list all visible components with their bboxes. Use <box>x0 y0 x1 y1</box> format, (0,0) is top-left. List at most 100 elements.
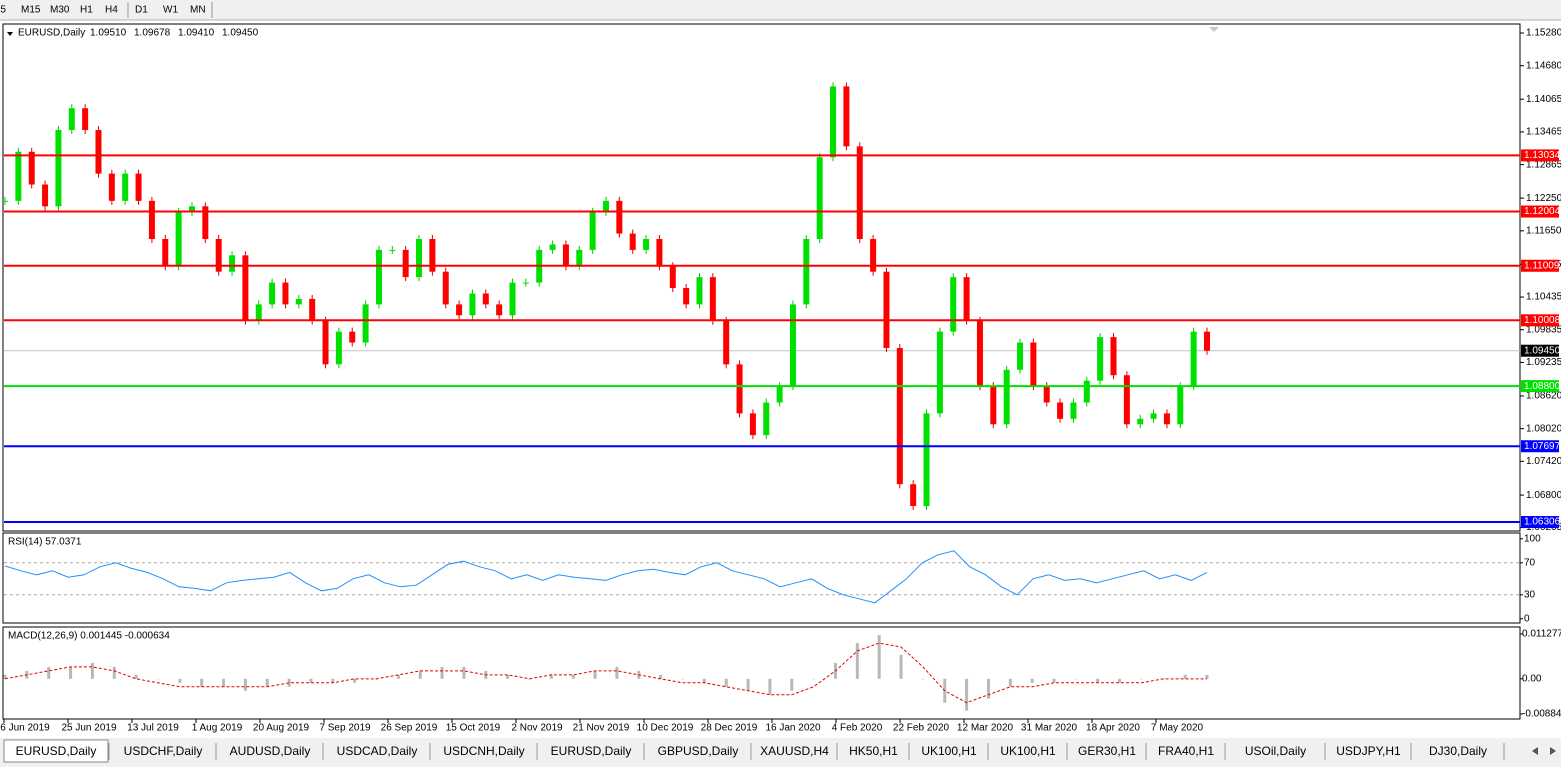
tab-label[interactable]: EURUSD,Daily <box>551 744 632 758</box>
candle <box>669 266 676 289</box>
tab[interactable] <box>218 740 322 762</box>
tab-label[interactable]: DJ30,Daily <box>1429 744 1487 758</box>
tab-label[interactable]: USDCNH,Daily <box>443 744 524 758</box>
candle <box>843 86 850 147</box>
candle <box>469 293 476 316</box>
date-label: 2 Nov 2019 <box>511 723 563 734</box>
macd-bar <box>69 666 73 679</box>
candle <box>870 238 877 272</box>
candle <box>1204 331 1210 351</box>
tab[interactable] <box>1327 740 1410 762</box>
candle <box>709 277 716 321</box>
tab-scroll-left[interactable] <box>1532 747 1538 755</box>
date-label: 15 Oct 2019 <box>446 723 501 734</box>
tab-label[interactable]: FRA40,H1 <box>1158 744 1214 758</box>
candle <box>723 320 730 365</box>
macd-bar <box>724 678 728 687</box>
tab-label[interactable]: USDCAD,Daily <box>337 744 418 758</box>
candle <box>148 200 155 239</box>
candle <box>923 413 930 507</box>
tab-label[interactable]: UK100,H1 <box>921 744 977 758</box>
timeframe-button[interactable]: M5 <box>0 5 6 16</box>
date-label: 7 Sep 2019 <box>319 723 371 734</box>
candle <box>82 108 89 131</box>
tab[interactable] <box>111 740 215 762</box>
candle <box>629 233 636 250</box>
tab[interactable] <box>990 740 1066 762</box>
price-label: 1.14065 <box>1526 94 1561 105</box>
candle <box>55 130 62 207</box>
date-label: 31 Mar 2020 <box>1021 723 1078 734</box>
timeframe-button[interactable]: MN <box>190 5 206 16</box>
tab[interactable] <box>753 740 836 762</box>
date-label: 20 Aug 2019 <box>253 723 310 734</box>
candle <box>1190 331 1197 387</box>
macd-bar <box>746 678 750 691</box>
candle <box>816 157 823 239</box>
candle <box>830 86 837 158</box>
tab-label[interactable]: USDJPY,H1 <box>1336 744 1401 758</box>
timeframe-button[interactable]: M15 <box>21 5 41 16</box>
tab[interactable] <box>1069 740 1145 762</box>
date-label: 21 Nov 2019 <box>573 723 630 734</box>
macd-bar <box>331 678 335 683</box>
date-label: 13 Jul 2019 <box>127 723 179 734</box>
tab[interactable] <box>325 740 429 762</box>
macd-bar <box>812 678 816 680</box>
tab[interactable] <box>911 740 987 762</box>
tab-label[interactable]: AUDUSD,Daily <box>230 744 311 758</box>
macd-tick-label: 0.00 <box>1522 673 1542 684</box>
tab-label[interactable]: UK100,H1 <box>1000 744 1056 758</box>
macd-bar <box>134 674 138 679</box>
tab[interactable] <box>839 740 908 762</box>
macd-bar <box>178 678 182 683</box>
price-label: 1.07420 <box>1526 456 1561 467</box>
tab-scroll-right[interactable] <box>1550 747 1556 755</box>
macd-bar <box>112 666 116 679</box>
candle <box>416 238 423 278</box>
tab-label[interactable]: HK50,H1 <box>849 744 898 758</box>
tab[interactable] <box>432 740 536 762</box>
macd-signal <box>4 642 1207 704</box>
timeframe-button[interactable]: W1 <box>163 5 178 16</box>
macd-bar <box>549 674 553 679</box>
macd-bar <box>90 662 94 679</box>
menu-arrow[interactable] <box>7 32 13 36</box>
tab[interactable] <box>646 740 750 762</box>
timeframe-button[interactable]: H1 <box>80 5 93 16</box>
candle <box>122 173 129 201</box>
price-label: 1.15280 <box>1526 28 1561 39</box>
candle <box>429 238 436 272</box>
tab[interactable] <box>1148 740 1224 762</box>
macd-tick-label: -0.008845 <box>1522 709 1561 720</box>
tab-label[interactable]: USOil,Daily <box>1245 744 1306 758</box>
candle <box>776 386 783 403</box>
tab[interactable] <box>539 740 643 762</box>
tab[interactable] <box>3 739 109 763</box>
timeframe-button[interactable]: M30 <box>50 5 70 16</box>
candle <box>576 249 583 267</box>
candle <box>963 277 970 321</box>
tab-label[interactable]: GBPUSD,Daily <box>658 744 739 758</box>
timeframe-button[interactable]: D1 <box>135 5 148 16</box>
timeframe-button[interactable]: H4 <box>105 5 118 16</box>
date-label: 26 Sep 2019 <box>381 723 438 734</box>
level-label: 1.11009 <box>1524 260 1560 271</box>
candle <box>282 282 289 305</box>
current-price-label: 1.09450 <box>1524 345 1561 356</box>
ohlc-value: 1.09510 <box>90 28 127 39</box>
macd-bar <box>768 678 772 695</box>
tab-label[interactable]: USDCHF,Daily <box>124 744 203 758</box>
tab[interactable] <box>1413 740 1503 762</box>
candle <box>696 277 703 305</box>
candle <box>883 271 890 348</box>
macd-bar <box>418 670 422 679</box>
macd-bar <box>899 654 903 679</box>
candle <box>456 304 463 316</box>
tab[interactable] <box>1227 740 1324 762</box>
macd-bar <box>571 674 575 679</box>
tab-label[interactable]: GER30,H1 <box>1078 744 1136 758</box>
tab-label[interactable]: EURUSD,Daily <box>16 744 97 758</box>
tab-label[interactable]: XAUUSD,H4 <box>760 744 829 758</box>
